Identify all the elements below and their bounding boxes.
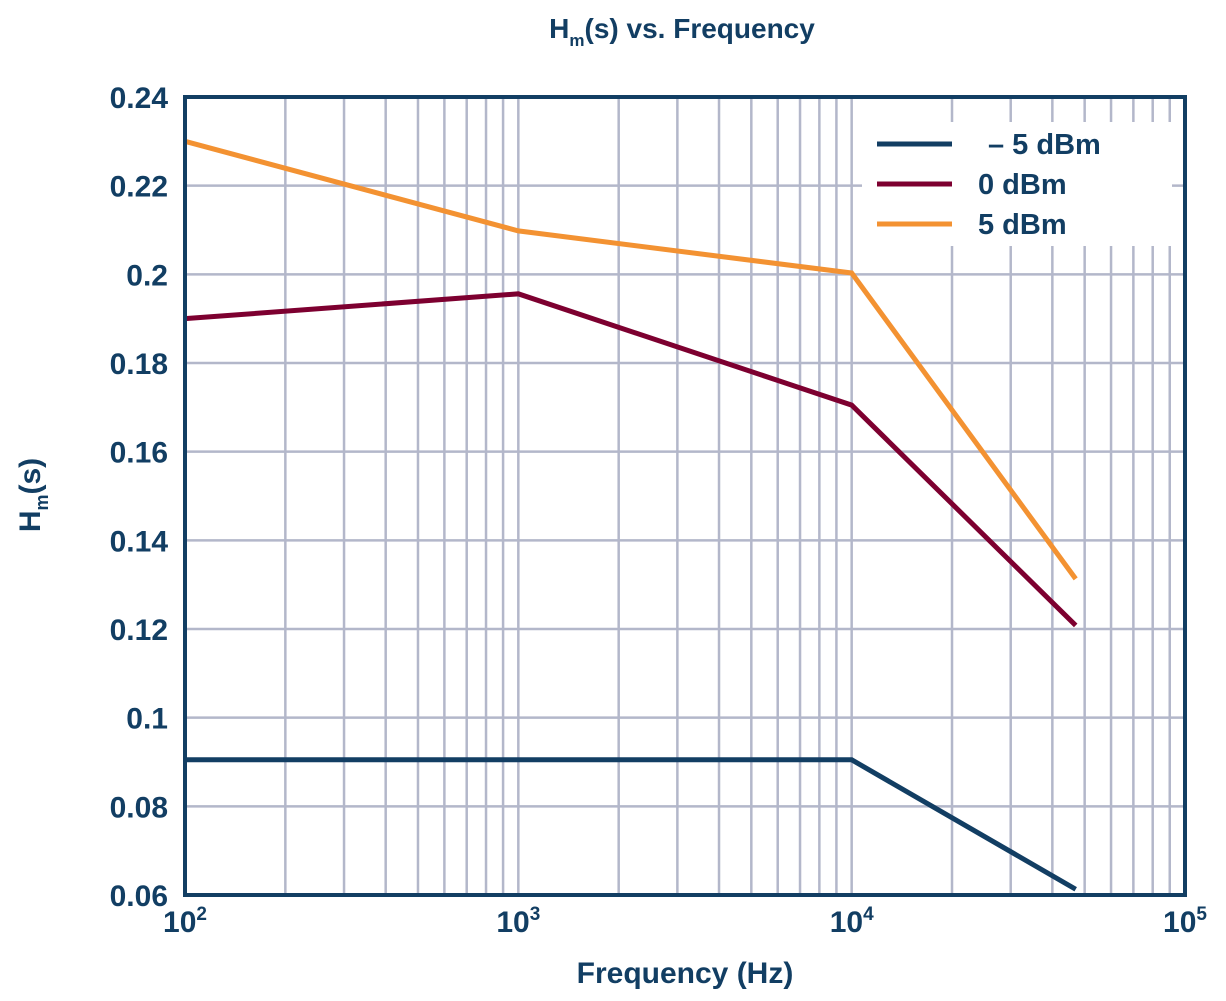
series-line-2 — [184, 138, 1078, 581]
y-tick-label: 0.1 — [126, 703, 168, 736]
series-line-0 — [185, 757, 1077, 892]
x-tick-label: 104 — [830, 904, 874, 939]
y-tick-label: 0.24 — [110, 82, 169, 115]
y-tick-label: 0.16 — [110, 437, 168, 470]
legend-label: 5 dBm — [978, 209, 1067, 241]
x-tick-label: 103 — [496, 904, 540, 939]
y-tick-label: 0.08 — [110, 791, 168, 824]
series-line-1 — [184, 291, 1078, 628]
chart-title: Hm(s) vs. Frequency — [549, 13, 815, 50]
legend-label: 0 dBm — [978, 169, 1067, 201]
x-tick-label: 105 — [1163, 904, 1207, 939]
legend: – 5 dBm 0 dBm 5 dBm — [877, 129, 1101, 241]
x-tick-label: 102 — [163, 904, 207, 939]
y-tick-labels: 0.06 0.08 0.1 0.12 0.14 0.16 0.18 0.2 0.22 0.24 — [110, 82, 169, 913]
series-lines — [184, 138, 1078, 892]
y-tick-label: 0.18 — [110, 348, 168, 381]
y-tick-label: 0.2 — [126, 259, 168, 292]
y-tick-label: 0.14 — [110, 525, 169, 558]
x-axis-label: Frequency (Hz) — [577, 957, 794, 990]
y-tick-label: 0.06 — [110, 880, 168, 913]
legend-label: – 5 dBm — [988, 129, 1101, 161]
y-tick-label: 0.12 — [110, 614, 168, 647]
y-tick-label: 0.22 — [110, 171, 168, 204]
y-axis-label: Hm(s) — [14, 458, 52, 532]
x-tick-labels: 102 103 104 105 — [163, 904, 1207, 939]
plot-frame — [183, 95, 1187, 897]
